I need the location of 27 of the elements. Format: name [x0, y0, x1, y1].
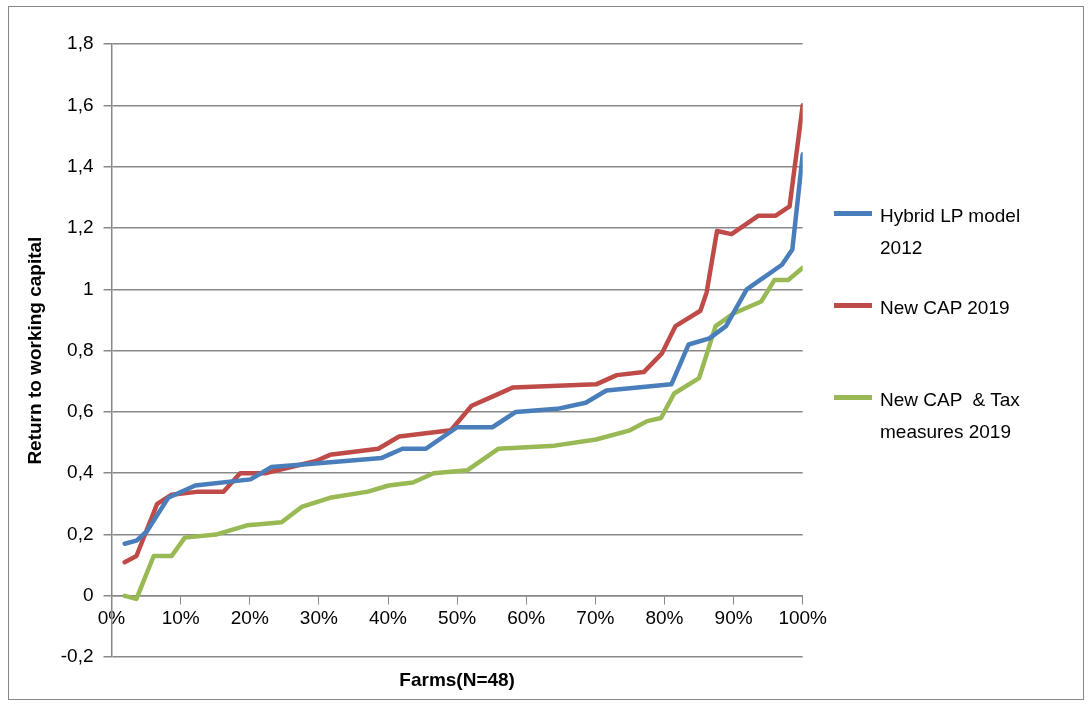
- x-tick-label: 30%: [299, 606, 339, 628]
- y-tick-label: 0: [82, 584, 94, 606]
- y-tick-label: 0,2: [67, 522, 94, 544]
- y-tick-label: 1,6: [67, 93, 94, 115]
- y-axis-title: Return to working capital: [23, 236, 45, 465]
- x-tick-label: 100%: [778, 606, 828, 628]
- x-tick-label: 90%: [714, 606, 753, 628]
- x-tick-label: 40%: [368, 606, 408, 628]
- legend-label: Hybrid LP model 2012: [880, 204, 1022, 260]
- y-tick-label: 1,8: [67, 32, 94, 54]
- x-tick-label: 60%: [507, 606, 546, 628]
- legend-label: New CAP & Tax measures 2019: [880, 388, 1021, 444]
- legend-label: New CAP 2019: [880, 296, 1010, 320]
- x-tick-label: 10%: [161, 606, 200, 628]
- y-tick-label: 1,2: [67, 216, 94, 238]
- y-tick-label: 1: [82, 277, 94, 299]
- x-tick-label: 80%: [645, 606, 684, 628]
- y-tick-label: -0,2: [60, 645, 94, 667]
- y-tick-label: 0,6: [67, 400, 94, 422]
- x-tick-label: 70%: [576, 606, 615, 628]
- x-axis-title: Farms(N=48): [399, 668, 515, 690]
- x-tick-label: 50%: [438, 606, 477, 628]
- y-tick-label: 1,4: [67, 154, 94, 176]
- x-tick-label: 20%: [230, 606, 269, 628]
- y-tick-label: 0,4: [67, 461, 94, 483]
- y-tick-label: 0,8: [67, 338, 94, 360]
- x-tick-label: 0%: [97, 606, 126, 628]
